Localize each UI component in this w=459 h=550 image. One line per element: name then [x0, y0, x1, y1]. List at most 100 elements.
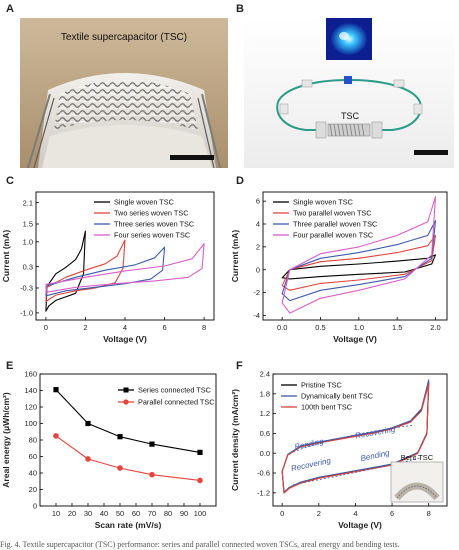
y-tick-label: 0.6: [260, 429, 270, 438]
x-tick-label: 8: [202, 323, 206, 332]
bending-annotation: Recovering: [290, 456, 332, 473]
legend-label: 100th bent TSC: [301, 403, 352, 412]
legend-label: Two series woven TSC: [114, 209, 188, 218]
annotation-arrow: [289, 424, 415, 454]
data-point: [197, 449, 203, 455]
x-tick-label: 50: [116, 509, 124, 518]
y-tick-label: 0: [33, 502, 37, 511]
y-tick-label: 20: [29, 485, 37, 494]
chart-e: 10 20 30 40 50 60 70 80 90 100 0 20 40 60 80 100 120 140 1…: [1, 370, 217, 530]
x-tick-label: 4: [123, 323, 127, 332]
x-tick-label: 10: [52, 509, 60, 518]
legend-label: Four parallel woven TSC: [293, 231, 373, 240]
plot-frame: [262, 191, 448, 321]
y-axis-label: Areal energy (μWh/cm²): [1, 392, 11, 488]
x-tick-label: 70: [148, 509, 156, 518]
y-tick-label: 160: [24, 370, 37, 379]
y-tick-label: 0: [256, 265, 260, 274]
x-tick-label: 6: [390, 509, 394, 518]
x-tick-label: 0: [44, 323, 48, 332]
x-tick-label: 40: [100, 509, 108, 518]
y-tick-label: 100: [24, 419, 37, 428]
tsc-led-circuit-photo: TSC: [244, 18, 454, 168]
legend-label: Single woven TSC: [293, 198, 353, 207]
y-tick-label: 0.0: [260, 449, 270, 458]
bending-annotation: Bending: [360, 448, 391, 463]
legend-label: Parallel connected TSC: [138, 398, 215, 407]
data-point: [53, 387, 59, 393]
x-tick-label: 1.5: [392, 323, 402, 332]
panel-b-label: TSC: [341, 111, 360, 121]
y-tick-label: 120: [24, 403, 37, 412]
panel-letter-b: B: [236, 3, 244, 15]
scale-bar: [170, 155, 214, 160]
x-tick-label: 60: [132, 509, 140, 518]
legend-label: Series connected TSC: [138, 386, 211, 395]
y-tick-label: 1.2: [260, 409, 270, 418]
y-tick-label: 60: [29, 452, 37, 461]
x-tick-label: 1.0: [354, 323, 364, 332]
inset-label: Bent TSC: [401, 453, 434, 462]
y-tick-label: 4: [256, 220, 260, 229]
x-tick-label: 30: [84, 509, 92, 518]
legend-label: Three series woven TSC: [114, 220, 194, 229]
series-line: [55, 435, 201, 481]
x-tick-label: 2.0: [430, 323, 440, 332]
scale-bar: [414, 150, 448, 155]
panel-a-photo: Textile supercapacitor (TSC): [20, 18, 228, 168]
y-axis-label: Current (mA): [230, 230, 240, 283]
y-tick-label: 1.8: [260, 389, 270, 398]
x-axis-label: Scan rate (mV/s): [95, 520, 162, 530]
y-tick-label: 2.4: [260, 370, 270, 379]
x-tick-label: 4: [353, 509, 357, 518]
textile-supercapacitor-photo: Textile supercapacitor (TSC): [20, 18, 228, 168]
panel-letter-c: C: [6, 175, 14, 187]
chart-f: 0 2 4 6 8 -1.2 -0.6 0.0 0.6 1.2 1.8 2.4 Voltage (V) C…: [230, 370, 448, 530]
x-tick-label: 2: [83, 323, 87, 332]
y-tick-label: 2.1: [23, 198, 33, 207]
bending-annotation: Recovering: [354, 425, 396, 441]
y-tick-label: 40: [29, 469, 37, 478]
data-point: [117, 465, 123, 471]
bending-annotation: Bending: [294, 437, 325, 452]
series-line: [45, 239, 126, 303]
chart-c: 0 2 4 6 8 -1.0 -0.3 0.3 1.0 1.5 2.1 Voltage (V) Curr…: [1, 191, 215, 344]
x-tick-label: 20: [68, 509, 76, 518]
panel-letter-a: A: [6, 3, 14, 15]
y-tick-label: -1.2: [257, 488, 270, 497]
x-axis-label: Voltage (V): [103, 334, 147, 344]
x-tick-label: 0.0: [277, 323, 287, 332]
legend-marker: [123, 387, 129, 393]
figure-caption: Fig. 4. Textile supercapacitor (TSC) per…: [0, 540, 400, 549]
data-point: [149, 441, 155, 447]
panel-b-photo: TSC: [244, 18, 454, 168]
y-tick-label: 6: [256, 197, 260, 206]
legend-label: Pristine TSC: [301, 381, 342, 390]
chart-d: 0.0 0.5 1.0 1.5 2.0 -4 -2 0 2 4 6 Voltage (V) Curren…: [230, 191, 448, 344]
data-point: [117, 434, 123, 440]
y-tick-label: -2: [253, 288, 260, 297]
y-tick-label: 2: [256, 242, 260, 251]
series-line: [45, 230, 86, 312]
y-tick-label: 80: [29, 436, 37, 445]
y-axis-label: Current (mA): [1, 230, 11, 283]
panel-letter-f: F: [236, 360, 243, 372]
y-axis-label: Current density (mA/cm²): [230, 389, 240, 491]
y-tick-label: 1.0: [23, 237, 33, 246]
series-line: [45, 246, 166, 297]
data-point: [197, 477, 203, 484]
panel-a-label: Textile supercapacitor (TSC): [61, 32, 187, 43]
plot-frame: [272, 373, 448, 507]
y-tick-label: 1.5: [23, 220, 33, 229]
legend-label: Two parallel woven TSC: [293, 209, 372, 218]
y-tick-label: 0.3: [23, 262, 33, 271]
x-axis-label: Voltage (V): [333, 334, 377, 344]
y-tick-label: -0.6: [257, 469, 270, 478]
y-tick-label: -4: [253, 311, 260, 320]
x-tick-label: 2: [317, 509, 321, 518]
legend-label: Four series woven TSC: [114, 231, 190, 240]
panel-letter-d: D: [236, 175, 244, 187]
data-point: [149, 471, 155, 478]
series-line: [45, 243, 205, 293]
data-point: [85, 420, 91, 427]
